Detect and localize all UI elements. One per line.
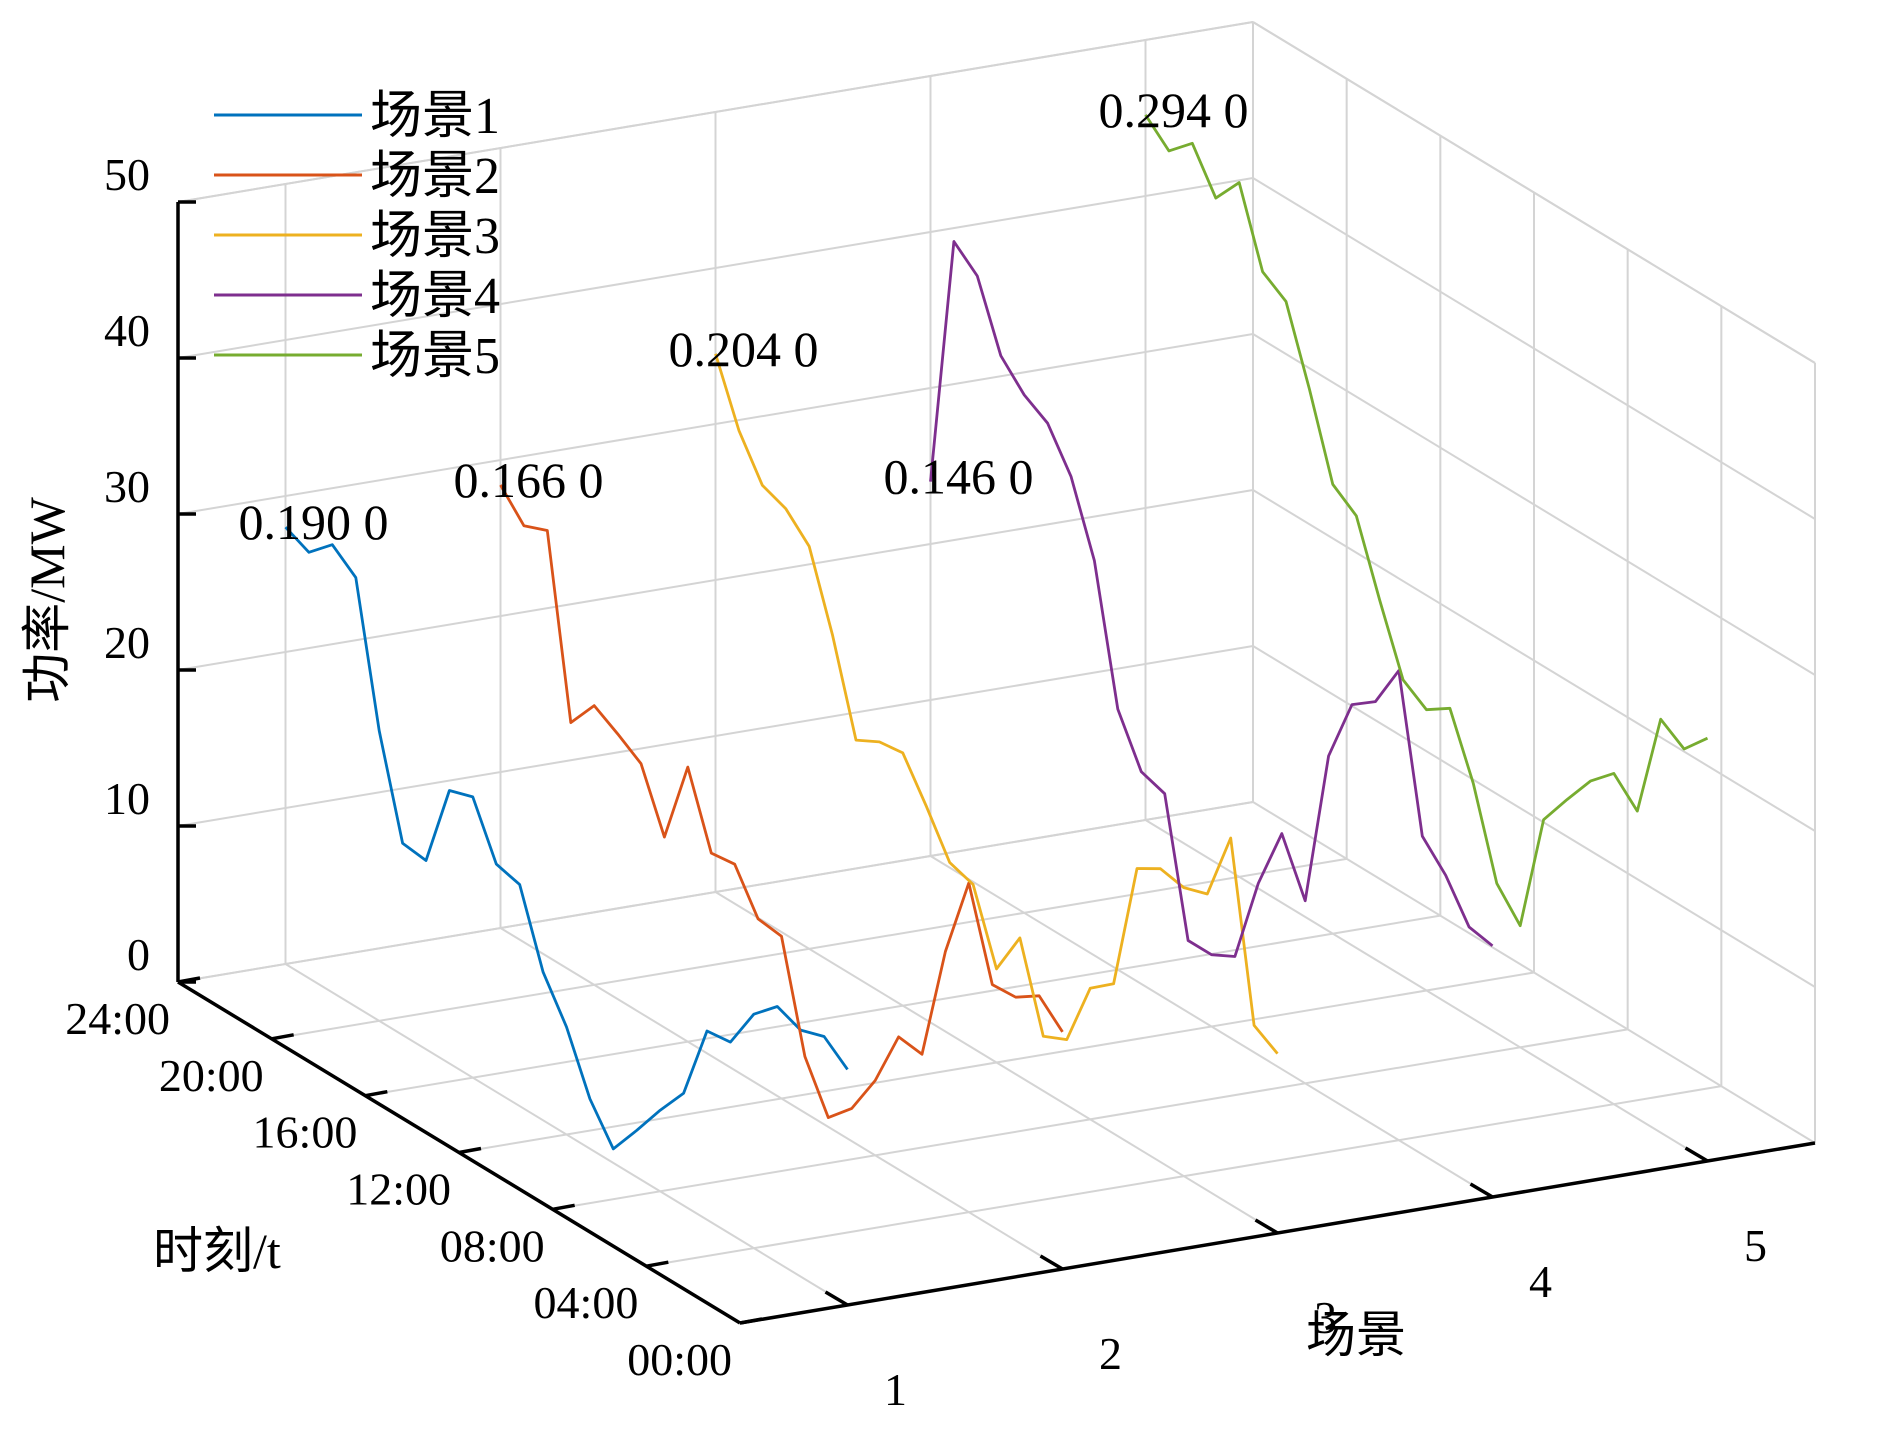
x-tick	[824, 1290, 849, 1307]
y-tick	[458, 1146, 482, 1155]
z-tick-label: 20	[104, 617, 150, 668]
x-axis-title: 场景	[1306, 1307, 1406, 1363]
grid-line	[177, 489, 1254, 671]
x-tick-label: 1	[884, 1364, 907, 1415]
grid-line	[1252, 801, 1816, 1144]
series-line-5	[1144, 114, 1709, 928]
grid-line	[552, 1028, 1628, 1211]
box-edge	[1252, 21, 1816, 364]
probability-label-5: 0.294 0	[1099, 82, 1249, 138]
x-tick-label: 5	[1744, 1220, 1767, 1271]
z-tick-label: 0	[127, 929, 150, 980]
series-line-4	[929, 240, 1494, 958]
legend-label: 场景4	[370, 268, 500, 325]
y-tick-label: 00:00	[627, 1334, 732, 1385]
grid-line	[1252, 489, 1816, 832]
y-tick-label: 08:00	[440, 1220, 545, 1271]
x-tick	[1039, 1254, 1064, 1271]
y-tick	[739, 1317, 763, 1325]
legend-label: 场景3	[370, 208, 500, 265]
z-tick-label: 50	[104, 149, 150, 200]
series-line-3	[714, 353, 1279, 1055]
y-tick	[271, 1033, 294, 1041]
grid-line	[646, 1085, 1722, 1268]
x-tick	[1254, 1218, 1279, 1235]
grid-line	[177, 333, 1254, 515]
legend-label: 场景5	[370, 328, 500, 385]
y-axis-title: 时刻/t	[153, 1223, 281, 1279]
x-tick-label: 3	[1314, 1292, 1337, 1343]
data-series	[284, 114, 1709, 1151]
y-tick-label: 16:00	[253, 1107, 358, 1158]
z-axis-title: 功率/MW	[19, 496, 75, 702]
grid-line	[1252, 333, 1816, 676]
legend-label: 场景1	[370, 88, 500, 145]
grid-line	[177, 801, 1254, 983]
x-tick-label: 4	[1529, 1256, 1552, 1307]
series-line-2	[499, 484, 1064, 1119]
probability-label-3: 0.204 0	[669, 321, 819, 377]
grid-line	[365, 914, 1441, 1097]
probability-label-4: 0.146 0	[884, 449, 1034, 505]
y-tick-label: 20:00	[159, 1050, 264, 1101]
grid-line	[271, 857, 1347, 1040]
grid-line	[458, 971, 1535, 1154]
grid-line	[1252, 645, 1816, 988]
x-tick	[1684, 1146, 1709, 1163]
z-tick-label: 30	[104, 461, 150, 512]
y-tick-label: 04:00	[534, 1277, 639, 1328]
probability-label-2: 0.166 0	[454, 452, 604, 508]
legend-label: 场景2	[370, 148, 500, 205]
axes	[176, 200, 1816, 1325]
y-tick-label: 24:00	[65, 993, 170, 1044]
grid-line	[1252, 177, 1816, 520]
series-line-1	[284, 526, 849, 1151]
y-tick	[552, 1203, 575, 1212]
z-tick-label: 10	[104, 773, 150, 824]
grid-line	[177, 645, 1254, 827]
y-tick	[646, 1260, 669, 1268]
z-tick-label: 40	[104, 305, 150, 356]
box-edge	[177, 21, 1254, 203]
x-tick-label: 2	[1099, 1328, 1122, 1379]
x-tick	[1469, 1182, 1494, 1199]
probability-label-1: 0.190 0	[239, 494, 389, 550]
y-tick	[365, 1089, 388, 1098]
y-tick-label: 12:00	[346, 1164, 451, 1215]
grid-line	[177, 177, 1254, 359]
